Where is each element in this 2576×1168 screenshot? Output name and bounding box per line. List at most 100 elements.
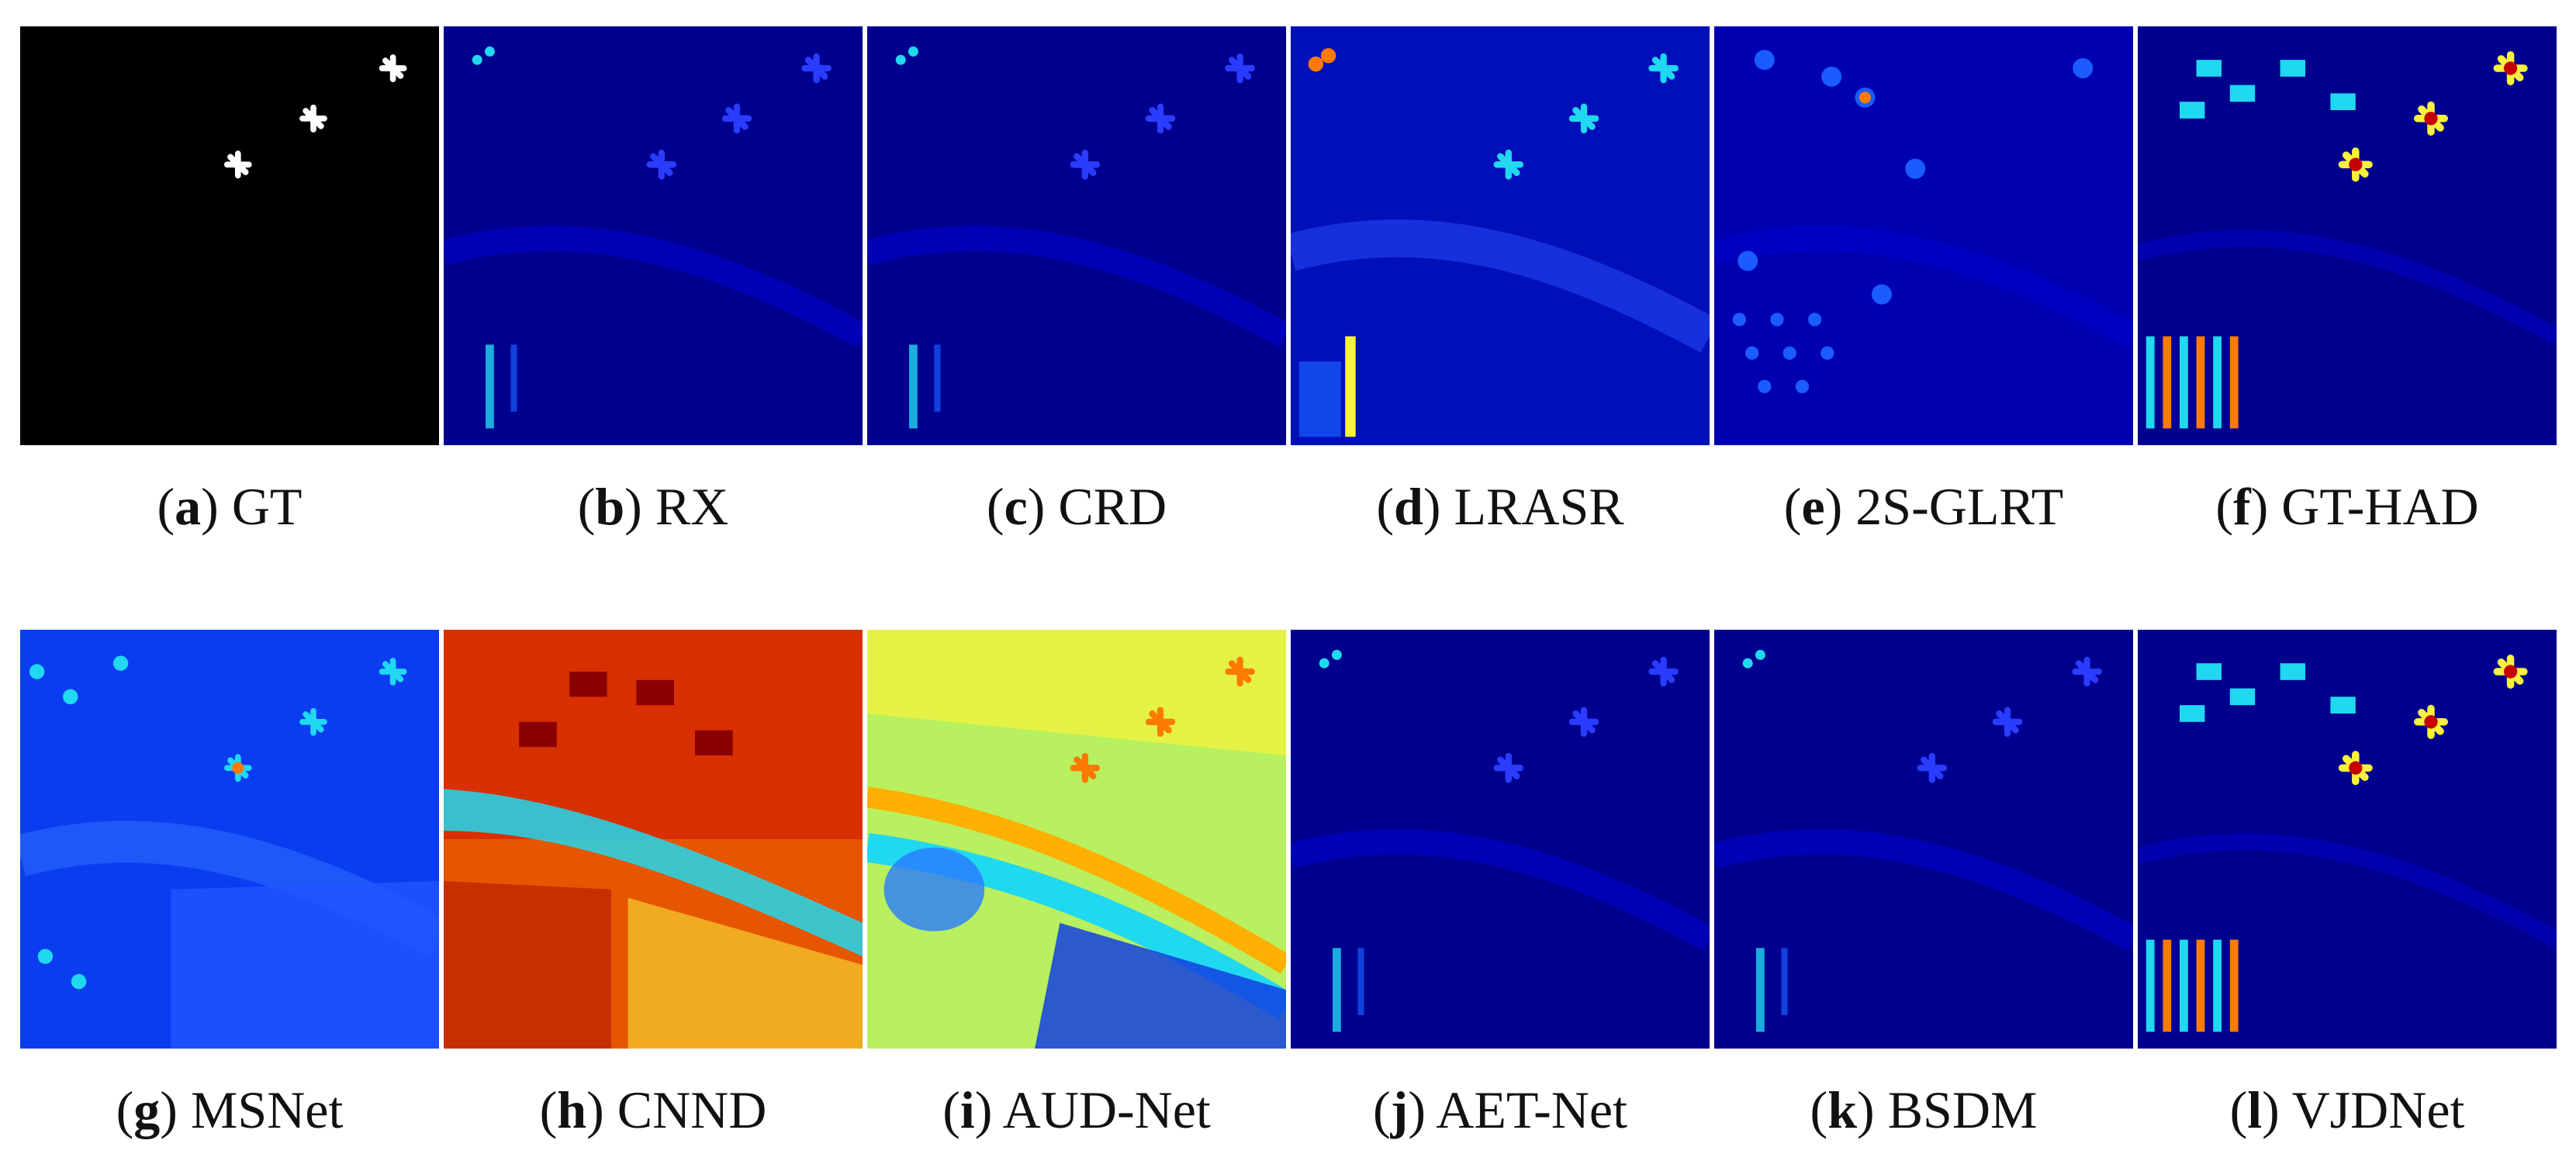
field-stripe — [909, 344, 918, 429]
field-patch — [1035, 923, 1286, 1049]
anomaly-dot — [1872, 284, 1892, 305]
anomaly-dot — [1744, 346, 1759, 360]
field-stripe — [1345, 336, 1356, 437]
anomaly-dot — [1821, 66, 1842, 87]
target-blob — [299, 104, 327, 133]
field-stripe — [1333, 948, 1341, 1032]
anomaly-dot — [1732, 313, 1747, 327]
field-patch — [444, 881, 611, 1049]
target-blob — [299, 707, 327, 736]
field-stripe — [510, 344, 517, 412]
anomaly-dot — [1754, 50, 1775, 71]
panel-a-caption: (a) GT — [157, 477, 303, 536]
field-stripe — [934, 344, 941, 412]
anomaly-dot — [1859, 92, 1871, 104]
hot-patch — [2330, 696, 2356, 714]
hot-patch — [2280, 60, 2305, 77]
anomaly-dot — [1905, 158, 1926, 179]
field-stripe — [2229, 336, 2239, 429]
river-band — [2138, 230, 2557, 344]
target-blob — [2072, 656, 2102, 687]
panel-i-method: AUD-Net — [1002, 1080, 1211, 1139]
panel-j-method: AET-Net — [1436, 1080, 1627, 1139]
panel-j-image — [1291, 630, 1710, 1049]
panel-i-image — [867, 630, 1286, 1049]
target-blob — [1493, 752, 1524, 783]
panel-g-letter: g — [133, 1080, 161, 1139]
panel-i-letter: i — [960, 1080, 975, 1139]
panel-j-caption: (j) AET-Net — [1373, 1080, 1627, 1139]
panel-k-image — [1714, 630, 2133, 1049]
river-band — [444, 226, 863, 347]
target-blob — [1493, 149, 1524, 180]
hot-patch — [2229, 85, 2256, 102]
anomaly-dot — [1820, 346, 1834, 360]
panel-g-image — [20, 630, 439, 1049]
panel-i: (i) AUD-Net — [867, 630, 1286, 1139]
panel-c-image — [867, 26, 1286, 445]
anomaly-dot — [2349, 761, 2363, 775]
anomaly-dot — [472, 54, 482, 65]
dark-patch — [636, 679, 674, 706]
anomaly-dot — [1331, 649, 1342, 660]
field-stripe — [2196, 336, 2205, 429]
field-patch — [1298, 361, 1341, 437]
field-stripe — [2213, 939, 2222, 1032]
panel-b-image — [444, 26, 863, 445]
river-band — [1714, 226, 2133, 347]
river-band — [1714, 829, 2133, 951]
anomaly-dot — [1758, 379, 1772, 394]
field-stripe — [2180, 939, 2188, 1032]
panel-k: (k) BSDM — [1714, 630, 2133, 1139]
anomaly-dot — [1755, 649, 1765, 660]
anomaly-dot — [895, 54, 906, 65]
target-blob — [1145, 103, 1176, 134]
dark-patch — [569, 672, 607, 697]
anomaly-dot — [63, 689, 78, 705]
field-stripe — [2180, 336, 2188, 429]
field-stripe — [2146, 939, 2155, 1032]
panel-l-letter: l — [2247, 1080, 2263, 1139]
panel-d: (d) LRASR — [1291, 26, 1710, 536]
panel-c-letter: c — [1004, 477, 1028, 536]
field-stripe — [486, 344, 494, 429]
panel-j-letter: j — [1390, 1080, 1409, 1139]
anomaly-dot — [2349, 157, 2363, 171]
panel-f-caption: (f) GT-HAD — [2215, 477, 2479, 536]
anomaly-dot — [2424, 715, 2438, 729]
anomaly-dot — [1795, 379, 1810, 394]
anomaly-dot — [2073, 58, 2094, 78]
panel-b-caption: (b) RX — [577, 477, 729, 536]
field-stripe — [2163, 939, 2172, 1032]
panel-a-method: GT — [231, 477, 303, 536]
river-band — [1291, 829, 1710, 951]
river-band — [2138, 833, 2557, 948]
panel-a-image — [20, 26, 439, 445]
anomaly-dot — [1308, 56, 1324, 72]
anomaly-dot — [2503, 665, 2518, 679]
anomaly-dot — [1770, 313, 1784, 327]
anomaly-dot — [1738, 251, 1758, 271]
anomaly-dot — [2424, 112, 2438, 126]
field-stripe — [2213, 336, 2222, 429]
dark-patch — [519, 721, 557, 748]
water-patch — [883, 847, 985, 931]
river-band — [444, 789, 863, 957]
field-stripe — [2163, 336, 2172, 429]
panel-g: (g) MSNet — [20, 630, 439, 1139]
panel-k-method: BSDM — [1887, 1080, 2038, 1139]
river-band — [867, 226, 1286, 347]
panel-f: (f) GT-HAD — [2138, 26, 2557, 536]
anomaly-dot — [71, 973, 87, 990]
target-blob — [1648, 53, 1679, 84]
panel-d-image — [1291, 26, 1710, 445]
target-blob — [1225, 656, 1255, 687]
target-blob — [379, 54, 407, 82]
panel-h-method: CNND — [617, 1080, 767, 1139]
panel-l-caption: (l) VJDNet — [2229, 1080, 2465, 1139]
anomaly-dot — [232, 762, 244, 774]
anomaly-dot — [1320, 48, 1336, 64]
target-blob — [379, 658, 407, 686]
target-blob — [721, 103, 752, 134]
